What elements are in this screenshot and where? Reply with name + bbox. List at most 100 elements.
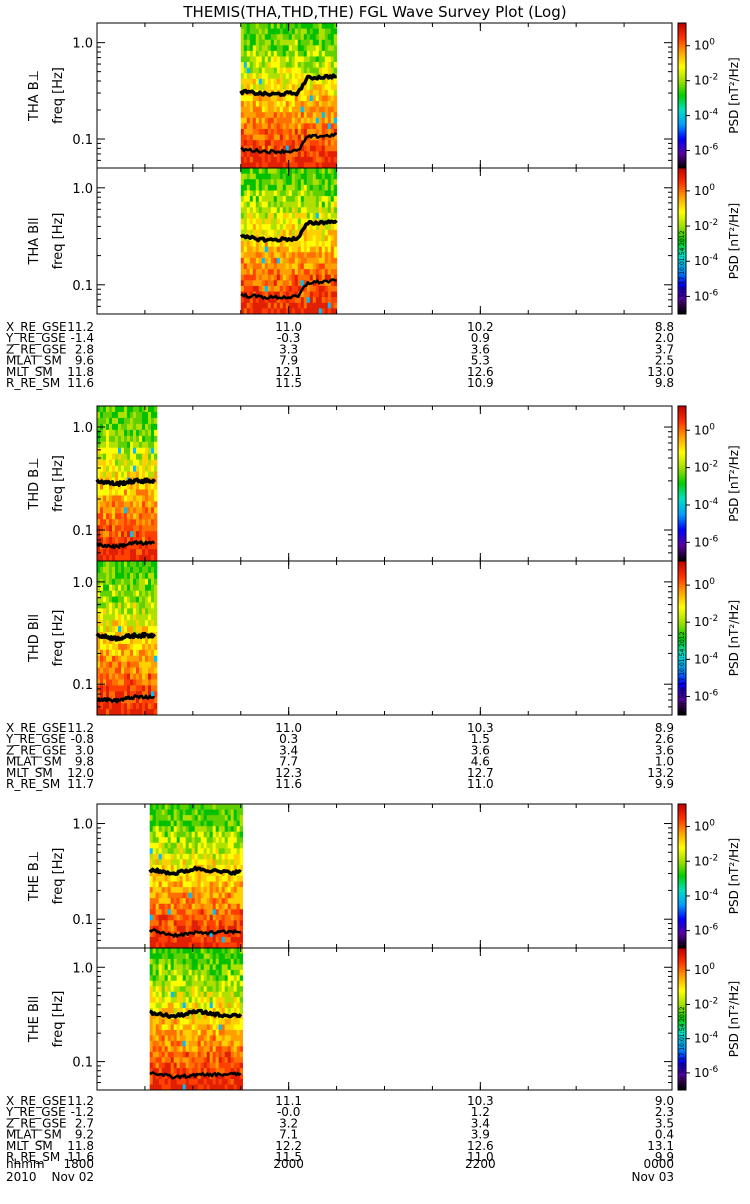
spectrogram-cell	[127, 447, 131, 455]
spectrogram-cell	[230, 887, 234, 894]
spectrogram-cell	[246, 291, 251, 298]
spectrogram-cell	[233, 953, 237, 960]
spectrogram-cell	[294, 241, 299, 248]
spectrogram-cell	[264, 78, 269, 85]
spectrogram-cell	[130, 441, 134, 449]
spectrogram-cell	[270, 179, 275, 186]
spectrogram-cell	[297, 241, 302, 248]
spectrogram-cell	[106, 411, 110, 419]
spectrogram-cell	[179, 1019, 183, 1025]
spectrogram-cell	[209, 1013, 213, 1020]
spectrogram-cell	[306, 257, 311, 264]
spectrogram-cell	[124, 513, 128, 520]
spectrogram-cell	[309, 297, 314, 304]
spectrogram-cell	[106, 561, 110, 568]
spectrogram-cell	[246, 67, 251, 74]
spectrogram-cell	[221, 1068, 225, 1075]
spectrogram-cell	[309, 84, 314, 91]
spectrogram-cell	[182, 876, 186, 882]
spectrogram-cell	[255, 173, 260, 180]
spectrogram-cell	[170, 859, 174, 866]
spectrogram-cell	[318, 62, 323, 69]
spectrogram-cell	[285, 241, 290, 248]
spectrogram-cell	[321, 302, 326, 309]
spectrogram-cell	[182, 892, 186, 899]
spectrogram-cell	[154, 507, 158, 514]
spectrogram-cell	[264, 308, 269, 315]
spectrogram-cell	[261, 117, 266, 124]
spectrogram-cell	[279, 28, 284, 35]
spectrogram-cell	[154, 471, 158, 478]
spectrogram-cell	[188, 876, 192, 882]
spectrogram-cell	[264, 263, 269, 270]
spectrogram-cell	[249, 84, 254, 91]
spectrogram-cell	[112, 537, 116, 544]
spectrogram-cell	[221, 980, 225, 987]
spectrogram-cell	[240, 190, 245, 197]
spectrogram-cell	[152, 887, 156, 894]
spectrogram-cell	[291, 257, 296, 264]
spectrogram-cell	[288, 218, 293, 225]
spectrogram-cell	[249, 184, 254, 191]
spectrogram-cell	[106, 519, 110, 526]
spectrogram-cell	[239, 1040, 243, 1047]
spectrogram-cell	[227, 842, 231, 849]
spectrogram-cell	[282, 50, 287, 57]
spectrogram-cell	[327, 89, 332, 96]
spectrogram-cell	[145, 537, 149, 544]
spectrogram-cell	[118, 555, 122, 562]
spectrogram-cell	[188, 859, 192, 866]
spectrogram-cell	[200, 837, 204, 844]
spectrogram-cell	[230, 969, 234, 976]
ephemeris-value: 5.3	[471, 354, 490, 368]
spectrogram-cell	[155, 1068, 159, 1075]
spectrogram-cell	[294, 263, 299, 270]
spectrogram-cell	[154, 590, 158, 597]
spectrogram-cell	[333, 67, 338, 74]
spectrogram-cell	[246, 302, 251, 309]
spectrogram-cell	[288, 173, 293, 180]
spectrogram-cell	[115, 435, 119, 443]
spectrogram-cell	[106, 507, 110, 514]
spectrogram-cell	[142, 614, 146, 621]
spectrogram-cell	[312, 229, 317, 236]
spectrogram-cell	[236, 931, 240, 938]
spectrogram-cell	[249, 34, 254, 41]
spectrogram-cell	[333, 302, 338, 309]
spectrogram-cell	[252, 269, 257, 276]
spectrogram-cell	[109, 614, 113, 621]
spectrogram-cell	[152, 864, 156, 871]
spectrogram-cell	[103, 417, 107, 425]
spectrogram-cell	[249, 23, 254, 29]
spectrogram-cell	[130, 685, 134, 692]
spectrogram-cell	[264, 23, 269, 29]
spectrogram-cell	[145, 602, 149, 609]
spectrogram-cell	[100, 549, 104, 556]
ephemeris-value: 3.0	[75, 743, 94, 757]
spectrogram-cell	[112, 614, 116, 621]
spectrogram-cell	[273, 246, 278, 253]
spectrogram-cell	[321, 252, 326, 259]
spectrogram-cell	[236, 986, 240, 993]
spectrogram-cell	[315, 140, 320, 147]
spectrogram-cell	[303, 280, 308, 287]
spectrogram-cell	[315, 285, 320, 292]
spectrogram-cell	[182, 853, 186, 860]
spectrogram-cell	[127, 703, 131, 710]
spectrogram-cell	[258, 302, 263, 309]
spectrogram-cell	[258, 140, 263, 147]
spectrogram-cell	[249, 179, 254, 186]
spectrogram-cell	[139, 406, 143, 413]
spectrogram-cell	[170, 848, 174, 855]
spectrogram-cell	[136, 483, 140, 490]
spectrogram-cell	[333, 246, 338, 253]
spectrogram-cell	[288, 73, 293, 80]
spectrogram-cell	[212, 903, 216, 910]
spectrogram-cell	[97, 435, 101, 443]
spectrogram-cell	[154, 501, 158, 508]
spectrogram-cell	[297, 56, 302, 63]
spectrogram-cell	[170, 831, 174, 838]
spectrogram-cell	[261, 112, 266, 119]
spectrogram-cell	[109, 578, 113, 586]
spectrogram-cell	[139, 661, 143, 669]
